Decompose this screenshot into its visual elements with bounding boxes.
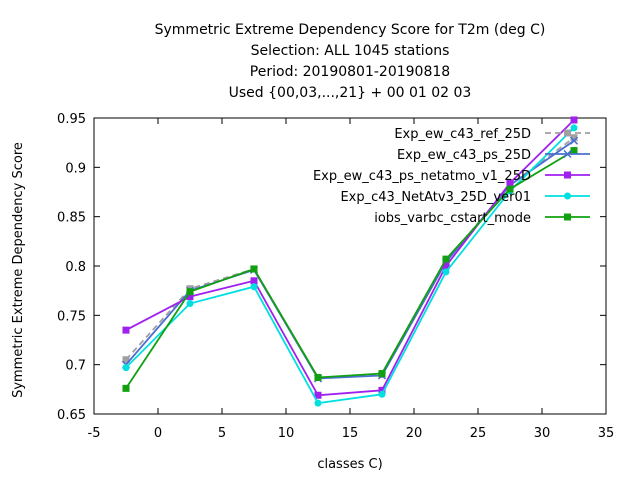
x-tick-label: 30: [534, 426, 551, 441]
series-line: [125, 127, 575, 405]
y-tick-label: 0.9: [65, 161, 86, 176]
x-axis-label: classes C): [317, 457, 382, 472]
data-point: [186, 288, 194, 296]
data-point: [506, 185, 514, 193]
series-4: [122, 124, 578, 407]
data-point: [570, 147, 578, 155]
legend-marker: [563, 149, 572, 159]
data-point: [250, 277, 258, 285]
data-point: [250, 265, 258, 273]
y-tick-label: 0.85: [57, 211, 86, 226]
y-tick-label: 0.8: [65, 260, 86, 275]
chart-title: Symmetric Extreme Dependency Score for T…: [155, 22, 546, 101]
title-line: Period: 20190801-20190818: [250, 64, 450, 80]
marker-stroke: [563, 149, 572, 159]
data-point: [570, 134, 578, 142]
x-tick-label: 20: [406, 426, 423, 441]
legend-label: Exp_ew_c43_ps_netatmo_v1_25D: [313, 169, 531, 184]
data-point: [570, 124, 578, 132]
marker-stroke: [569, 136, 579, 145]
data-point: [506, 179, 514, 187]
legend-label: Exp_ew_c43_ref_25D: [394, 127, 531, 142]
title-line: Used {00,03,...,21} + 00 01 02 03: [229, 85, 472, 101]
legend-marker: [564, 171, 571, 179]
series-layer: [121, 116, 579, 407]
data-point: [570, 116, 578, 124]
series-line: [125, 149, 575, 389]
legend: Exp_ew_c43_ref_25D Exp_ew_c43_ps_25D Exp_e…: [313, 127, 590, 226]
x-tick-label: 5: [218, 426, 226, 441]
data-point: [378, 386, 386, 394]
legend-label: Exp_ew_c43_ps_25D: [397, 148, 531, 163]
title-line: Selection: ALL 1045 stations: [251, 43, 450, 59]
y-axis: 0.65 0.7 0.75 0.8 0.85 0.9 0.95: [57, 112, 606, 423]
data-point: [122, 326, 130, 334]
y-axis-label: Symmetric Extreme Dependency Score: [11, 142, 26, 398]
legend-label: iobs_varbc_cstart_mode: [374, 211, 531, 226]
data-point: [122, 364, 130, 372]
data-point: [186, 293, 194, 301]
data-point: [122, 384, 130, 392]
data-point: [378, 390, 386, 398]
x-tick-label: 25: [470, 426, 487, 441]
series-3: [122, 116, 578, 399]
y-tick-label: 0.95: [57, 112, 86, 127]
data-point: [314, 399, 322, 407]
legend-marker: [564, 213, 571, 221]
data-point: [442, 255, 450, 263]
data-point: [442, 262, 450, 270]
y-tick-label: 0.65: [57, 408, 86, 423]
title-line: Symmetric Extreme Dependency Score for T…: [155, 22, 546, 38]
x-tick-label: -5: [88, 426, 101, 441]
x-tick-label: 10: [278, 426, 295, 441]
data-point: [314, 391, 322, 399]
data-point: [378, 370, 386, 378]
data-point: [442, 268, 450, 276]
data-point: [122, 356, 130, 364]
data-point: [186, 299, 194, 307]
data-point: [314, 373, 322, 381]
legend-marker: [564, 192, 571, 200]
y-tick-label: 0.75: [57, 309, 86, 324]
y-tick-label: 0.7: [65, 359, 86, 374]
x-tick-label: 0: [154, 426, 162, 441]
legend-label: Exp_c43_NetAtv3_25D_ver01: [340, 190, 531, 205]
series-line: [125, 119, 575, 397]
legend-marker: [564, 129, 571, 137]
data-point: [569, 136, 579, 145]
x-tick-label: 35: [598, 426, 615, 441]
x-axis: -5 0 5 10 15 20 25 30 35: [88, 118, 615, 441]
x-tick-label: 15: [342, 426, 359, 441]
series-5: [122, 147, 578, 392]
data-point: [250, 283, 258, 291]
